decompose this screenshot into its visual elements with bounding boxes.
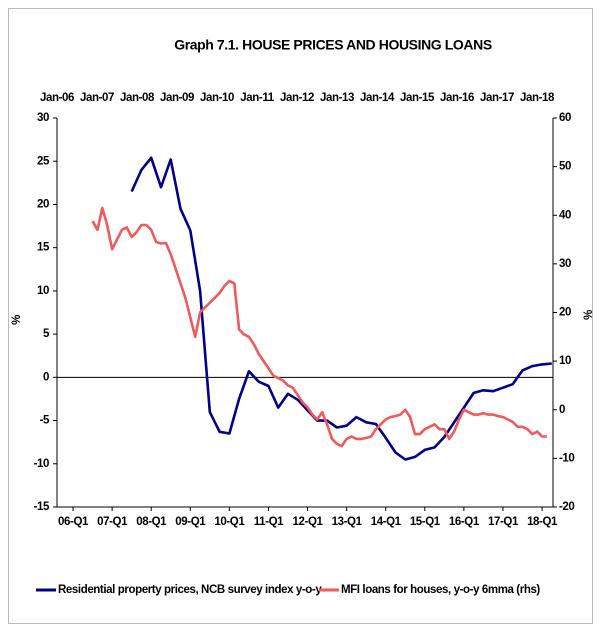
- y-tick-label: 15: [37, 242, 50, 254]
- x-tick-label: 15-Q1: [410, 516, 441, 528]
- y-tick-label: 5: [43, 328, 50, 340]
- x2-tick-label: Jan-06: [40, 92, 74, 104]
- x-tick-label: 13-Q1: [332, 516, 363, 528]
- x2-tick-label: Jan-14: [360, 92, 395, 104]
- x-tick-label: 08-Q1: [136, 516, 167, 528]
- y-tick-label: 0: [43, 371, 49, 383]
- chart-title: Graph 7.1. HOUSE PRICES AND HOUSING LOAN…: [174, 37, 492, 53]
- y-tick-label: 25: [37, 155, 50, 167]
- y-tick-label: -10: [34, 458, 49, 470]
- y2-tick-label: 40: [559, 209, 571, 221]
- x2-tick-label: Jan-11: [240, 92, 274, 104]
- x2-tick-label: Jan-07: [80, 92, 114, 104]
- y2-tick-label: 30: [559, 258, 571, 270]
- legend-label: MFI loans for houses, y-o-y 6mma (rhs): [341, 584, 540, 596]
- x-tick-label: 18-Q1: [527, 516, 558, 528]
- x2-tick-label: Jan-12: [280, 92, 314, 104]
- x-tick-label: 07-Q1: [97, 516, 128, 528]
- y2-tick-label: 10: [559, 355, 571, 367]
- y-tick-label: -15: [34, 501, 50, 513]
- x-tick-label: 09-Q1: [175, 516, 206, 528]
- x2-tick-label: Jan-10: [200, 92, 234, 104]
- x-tick-label: 16-Q1: [449, 516, 480, 528]
- x2-tick-label: Jan-18: [520, 92, 555, 104]
- series-line: [91, 206, 547, 448]
- x2-tick-label: Jan-13: [320, 92, 354, 104]
- chart-border: [8, 8, 593, 624]
- x-tick-label: 06-Q1: [58, 516, 89, 528]
- x2-tick-label: Jan-17: [480, 92, 514, 104]
- y2-tick-label: 0: [559, 404, 565, 416]
- y-axis-label: %: [11, 315, 23, 325]
- y-tick-label: 20: [37, 198, 49, 210]
- x2-tick-label: Jan-15: [400, 92, 435, 104]
- y2-tick-label: -10: [559, 452, 574, 464]
- x-tick-label: 10-Q1: [214, 516, 245, 528]
- y2-axis-label: %: [583, 310, 595, 320]
- x-tick-label: 14-Q1: [371, 516, 402, 528]
- y-tick-label: 30: [37, 112, 49, 124]
- x2-tick-label: Jan-16: [440, 92, 474, 104]
- y-tick-label: 10: [37, 285, 49, 297]
- y-tick-label: -5: [40, 415, 50, 427]
- x2-tick-label: Jan-08: [120, 92, 155, 104]
- y2-tick-label: 20: [559, 307, 571, 319]
- legend-label: Residential property prices, NCB survey …: [58, 584, 322, 596]
- x2-tick-label: Jan-09: [160, 92, 194, 104]
- x-tick-label: 12-Q1: [293, 516, 324, 528]
- y2-tick-label: 60: [559, 112, 571, 124]
- x-tick-label: 11-Q1: [254, 516, 284, 528]
- y2-tick-label: 50: [559, 161, 571, 173]
- y2-tick-label: -20: [559, 501, 574, 513]
- x-tick-label: 17-Q1: [488, 516, 519, 528]
